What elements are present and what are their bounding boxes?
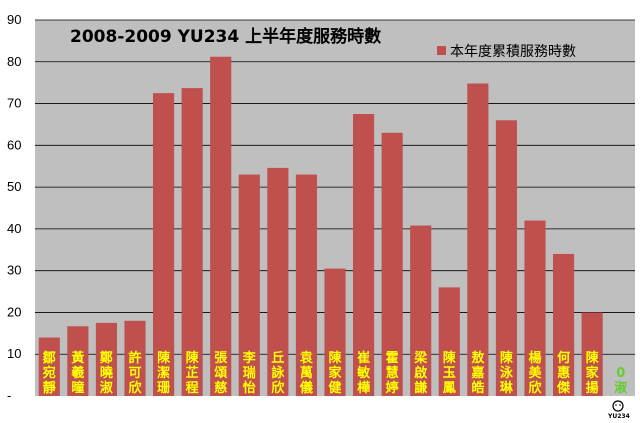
logo-text: YU234 [607, 413, 630, 420]
logo-head-icon [612, 400, 624, 412]
y-tick-label: 20 [7, 304, 21, 319]
bar [38, 337, 60, 396]
category-label: 黃羲曈 [70, 350, 84, 396]
y-tick-label: 90 [7, 12, 21, 27]
y-tick-label: 70 [7, 96, 21, 111]
y-tick-label: 40 [7, 221, 21, 236]
category-label: 梁啟謙 [413, 350, 428, 396]
bar [353, 114, 375, 396]
category-label: 袁萬儀 [299, 350, 314, 396]
bar [238, 174, 260, 396]
category-label: 鄭曉淑 [100, 350, 113, 396]
bar [524, 220, 546, 396]
legend: 本年度累積服務時數 [437, 44, 576, 60]
category-label: 崔敏樺 [356, 350, 371, 396]
category-label: 陳家揚 [586, 350, 600, 396]
category-label: 何惠傑 [556, 350, 571, 396]
bar [381, 132, 403, 397]
bar [438, 287, 460, 396]
y-tick-label: 50 [7, 179, 21, 194]
bar [581, 312, 603, 396]
category-label: 陳潔珊 [157, 350, 171, 396]
bar [553, 253, 575, 396]
bar [210, 56, 232, 397]
y-tick-label: 80 [7, 54, 21, 69]
category-label: 霍慧婷 [386, 351, 399, 396]
y-tick-label: - [7, 388, 11, 403]
bar [324, 268, 346, 396]
bar [181, 88, 203, 396]
category-label: 鄒宛靜 [42, 350, 56, 396]
y-tick-label: 10 [7, 346, 21, 361]
bar [295, 174, 317, 396]
bars [38, 56, 603, 397]
bar [124, 320, 146, 396]
category-label: 陳芷程 [186, 350, 200, 396]
legend-label: 本年度累積服務時數 [450, 44, 576, 60]
bar [153, 93, 175, 396]
category-label: 敖嘉皓 [470, 350, 485, 396]
category-label: 張頌慈 [213, 351, 228, 396]
y-axis: - 10 20 30 40 50 60 70 80 90 [7, 12, 21, 403]
bar [267, 167, 289, 396]
category-label: 陳家健 [328, 350, 342, 396]
bar [495, 120, 517, 397]
chart-title: 2008-2009 YU234 上半年度服務時數 [70, 26, 381, 47]
category-label: 陳泳琳 [500, 350, 514, 396]
y-tick-label: 30 [7, 263, 21, 278]
y-tick-label: 60 [7, 137, 21, 152]
category-label: 楊美欣 [528, 350, 542, 396]
category-label: 陳玉鳳 [443, 350, 457, 396]
category-label: 許可欣 [128, 350, 142, 396]
bar [410, 225, 432, 396]
category-label: 丘詠欣 [271, 351, 285, 396]
legend-swatch [437, 46, 446, 55]
bar [467, 83, 489, 396]
yu234-logo: YU234 [603, 399, 633, 420]
bar [95, 322, 117, 396]
category-label: 李瑞怡 [242, 350, 257, 396]
bar [67, 326, 89, 396]
